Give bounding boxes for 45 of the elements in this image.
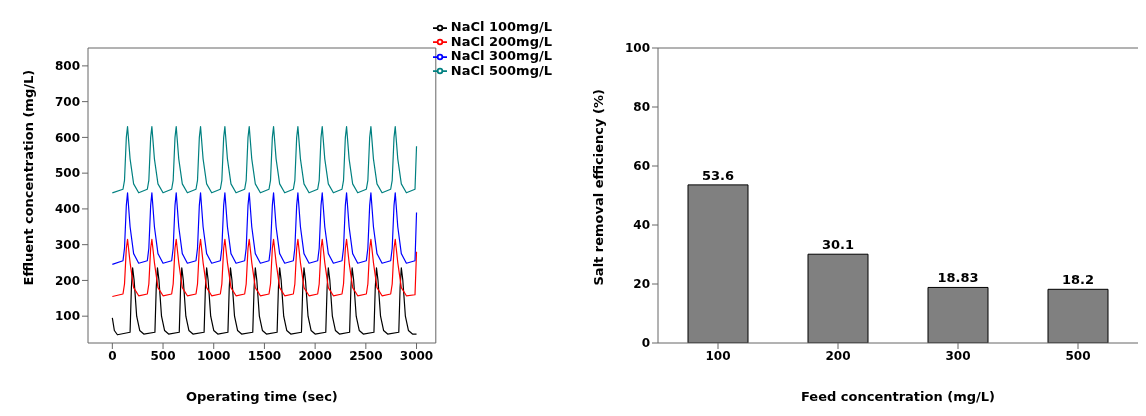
line-series	[111, 126, 418, 194]
y-tick-label: 400	[54, 202, 80, 217]
x-tick-label: 0	[108, 348, 117, 363]
x-tick-label: 300	[945, 348, 971, 363]
y-tick-label: 100	[624, 41, 650, 56]
y-tick-label: 40	[633, 218, 650, 233]
y-tick-label: 300	[54, 237, 80, 252]
legend-label: NaCl 300mg/L	[450, 48, 552, 63]
y-tick-label: 600	[54, 130, 80, 145]
bar	[927, 286, 989, 343]
x-tick-label: 1000	[197, 348, 231, 363]
x-tick-label: 500	[150, 348, 176, 363]
line-series	[111, 267, 418, 336]
line-series	[111, 238, 418, 298]
x-tick-label: 3000	[399, 348, 434, 363]
y-tick-label: 500	[54, 166, 80, 181]
y-axis-title: Salt removal efficiency (%)	[590, 89, 606, 286]
data-label: 18.2	[1061, 272, 1095, 288]
legend-label: NaCl 100mg/L	[450, 19, 552, 34]
x-tick-label: 2000	[298, 348, 332, 363]
x-axis-title: Operating time (sec)	[185, 389, 338, 404]
x-tick-label: 500	[1065, 348, 1091, 363]
line-series	[111, 192, 418, 265]
x-tick-label: 1500	[247, 348, 282, 363]
y-tick-label: 60	[633, 159, 650, 174]
bar	[1047, 288, 1109, 343]
data-label: 53.6	[701, 167, 735, 183]
y-tick-label: 100	[54, 309, 80, 324]
y-tick-label: 0	[641, 336, 650, 351]
y-axis-title: Effluent concentration (mg/L)	[20, 69, 36, 286]
legend-label: NaCl 500mg/L	[450, 62, 552, 78]
data-label: 18.83	[937, 270, 979, 286]
y-tick-label: 80	[633, 100, 650, 115]
data-label: 30.1	[821, 237, 855, 253]
x-tick-label: 200	[825, 348, 851, 363]
y-tick-label: 20	[633, 277, 650, 292]
bar	[807, 253, 869, 343]
bar	[687, 184, 749, 343]
y-tick-label: 700	[54, 94, 80, 109]
y-tick-label: 200	[54, 273, 80, 288]
x-tick-label: 2500	[349, 348, 383, 363]
x-tick-label: 100	[705, 348, 731, 363]
x-axis-title: Feed concentration (mg/L)	[800, 389, 996, 404]
legend-label: NaCl 200mg/L	[450, 33, 552, 49]
y-tick-label: 800	[54, 59, 80, 74]
